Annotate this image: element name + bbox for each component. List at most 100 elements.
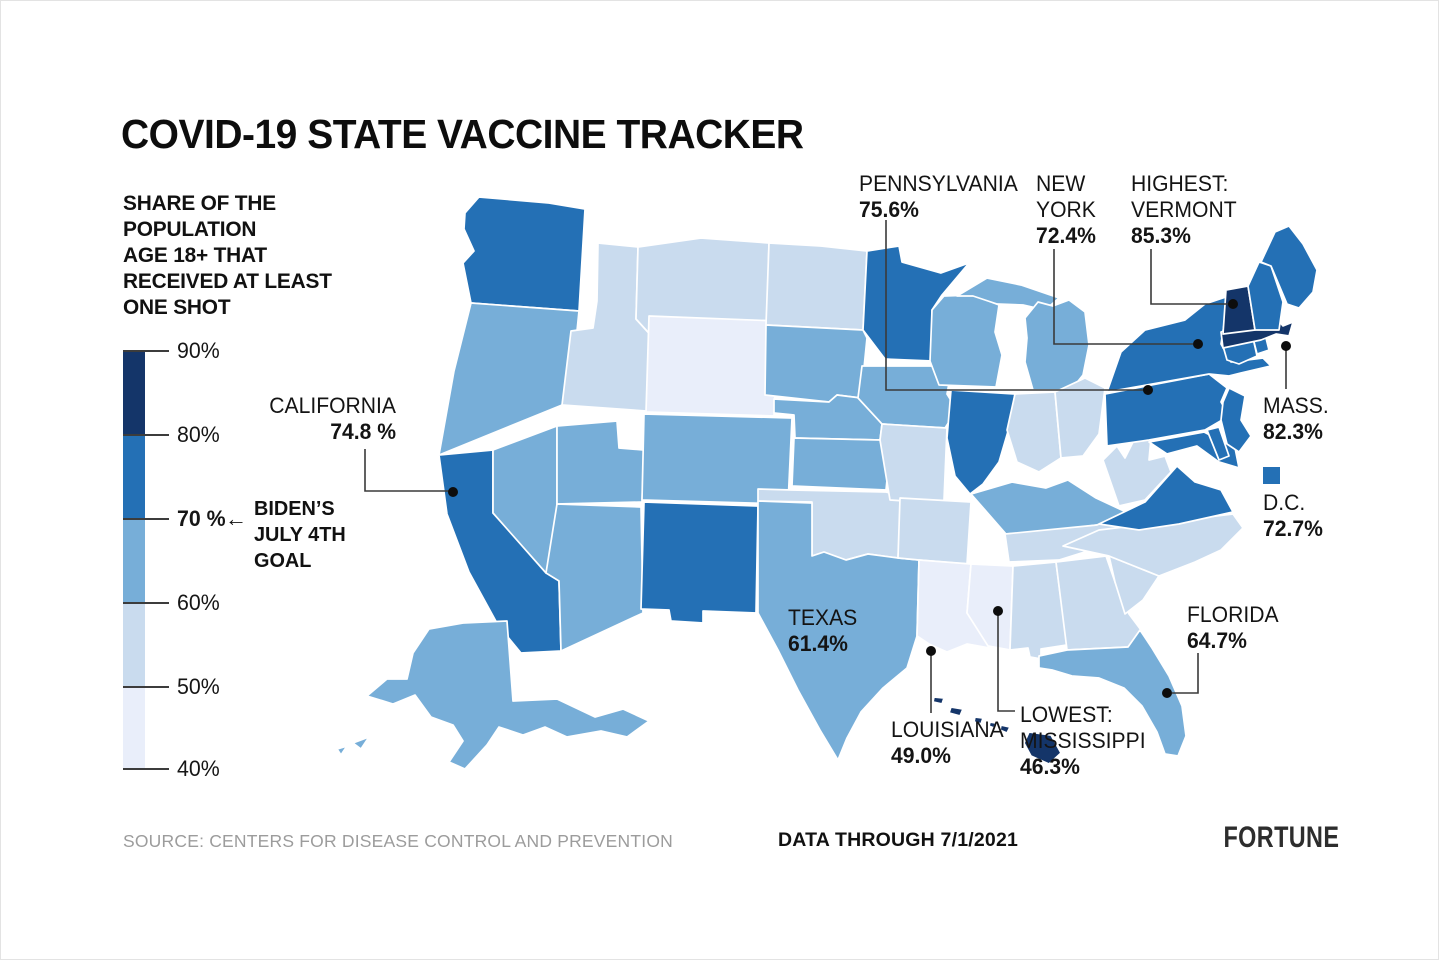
legend-seg-60-70 — [123, 519, 145, 603]
legend-tick-60 — [123, 602, 169, 604]
legend-tick-90 — [123, 350, 169, 352]
dot-california — [448, 487, 458, 497]
state-UT — [556, 420, 645, 505]
state-VA — [1098, 465, 1234, 531]
subtitle-line-3: AGE 18+ THAT — [123, 243, 267, 267]
callout-florida-name: FLORIDA — [1187, 602, 1279, 627]
state-OH — [1054, 377, 1106, 459]
callout-new-york: NEW YORK 72.4% — [1036, 171, 1098, 249]
callout-new-york-value: 72.4% — [1036, 223, 1096, 248]
callout-vermont-line2: VERMONT — [1131, 197, 1237, 222]
callout-vermont-value: 85.3% — [1131, 223, 1191, 248]
legend-seg-80-90 — [123, 351, 145, 435]
state-ME — [1260, 225, 1318, 309]
callout-vermont: HIGHEST: VERMONT 85.3% — [1131, 171, 1241, 249]
state-AK-aleutians — [336, 736, 370, 756]
callout-texas-value: 61.4% — [788, 631, 848, 656]
state-MN — [862, 245, 970, 362]
state-HI — [932, 696, 1062, 765]
callout-california-name: CALIFORNIA — [269, 393, 396, 418]
state-WI — [929, 294, 1003, 388]
state-NM — [640, 501, 759, 624]
callout-dc-name: D.C. — [1263, 490, 1306, 515]
leader-florida — [1172, 653, 1199, 694]
source-note: SOURCE: CENTERS FOR DISEASE CONTROL AND … — [123, 831, 673, 851]
page-title: COVID-19 STATE VACCINE TRACKER — [121, 111, 804, 157]
state-IN — [1006, 391, 1062, 473]
callout-new-york-line1: NEW — [1036, 171, 1086, 196]
goal-arrow-icon: ← — [225, 506, 247, 531]
callout-pennsylvania-value: 75.6% — [859, 197, 919, 222]
state-WA — [462, 196, 586, 312]
state-AR — [897, 497, 972, 565]
dot-louisiana — [926, 646, 936, 656]
callout-louisiana-name: LOUISIANA — [891, 717, 1004, 742]
legend-seg-40-50 — [123, 687, 145, 769]
legend-color-bar — [123, 351, 145, 769]
state-NJ — [1220, 387, 1252, 453]
legend-tick-40 — [123, 768, 169, 770]
callout-new-york-line2: YORK — [1036, 197, 1096, 222]
leader-vermont — [1150, 249, 1228, 305]
state-AZ — [545, 503, 644, 652]
callout-louisiana: LOUISIANA 49.0% — [891, 717, 1008, 769]
leader-new-york — [1053, 249, 1193, 345]
states-layer — [336, 196, 1318, 770]
dot-mississippi — [993, 606, 1003, 616]
state-ND — [765, 242, 868, 331]
callout-mass: MASS. 82.3% — [1263, 393, 1331, 445]
state-WV — [1102, 433, 1172, 507]
callout-vermont-line1: HIGHEST: — [1131, 171, 1229, 196]
subtitle-line-4: RECEIVED AT LEAST — [123, 269, 332, 293]
leader-california — [364, 449, 449, 492]
callout-texas: TEXAS 61.4% — [788, 605, 860, 657]
state-DE — [1206, 426, 1230, 461]
legend-label-70: 70 % — [177, 506, 226, 531]
legend-label-50: 50% — [177, 674, 220, 699]
leader-pennsylvania — [885, 220, 1143, 391]
callout-mississippi-value: 46.3% — [1020, 754, 1080, 779]
callout-mississippi: LOWEST: MISSISSIPPI 46.3% — [1020, 702, 1151, 780]
callout-california: CALIFORNIA 74.8 % — [239, 393, 396, 445]
callout-texas-name: TEXAS — [788, 605, 858, 630]
dot-new-york — [1193, 339, 1203, 349]
callout-mass-name: MASS. — [1263, 393, 1329, 418]
state-WY — [645, 315, 779, 417]
fortune-logo: FORTUNE — [1223, 821, 1340, 854]
goal-label-line-2: JULY 4TH — [254, 523, 346, 546]
callout-louisiana-value: 49.0% — [891, 743, 951, 768]
state-FL — [1038, 629, 1187, 757]
legend-seg-70-80 — [123, 435, 145, 519]
callout-florida: FLORIDA 64.7% — [1187, 602, 1282, 654]
callout-pennsylvania-name: PENNSYLVANIA — [859, 171, 1018, 196]
legend-tick-80 — [123, 434, 169, 436]
callout-mississippi-line1: LOWEST: — [1020, 702, 1113, 727]
legend-label-40: 40% — [177, 756, 220, 781]
legend-tick-50 — [123, 686, 169, 688]
state-TX — [757, 500, 920, 761]
dot-pennsylvania — [1143, 385, 1153, 395]
callout-florida-value: 64.7% — [1187, 628, 1247, 653]
callout-mass-value: 82.3% — [1263, 419, 1323, 444]
legend-tick-70 — [123, 518, 169, 520]
callout-pennsylvania: PENNSYLVANIA 75.6% — [859, 171, 1024, 223]
callout-california-value: 74.8 % — [330, 419, 396, 444]
goal-label-line-3: GOAL — [254, 549, 312, 572]
goal-label-line-1: BIDEN’S — [254, 497, 335, 520]
legend-label-80: 80% — [177, 422, 220, 447]
state-IL — [946, 389, 1016, 495]
state-MI-lower — [1024, 299, 1090, 391]
state-SD — [764, 324, 868, 403]
state-NH — [1247, 261, 1284, 331]
leader-dots — [448, 299, 1291, 698]
subtitle-line-5: ONE SHOT — [123, 295, 231, 319]
subtitle-line-2: POPULATION — [123, 217, 257, 241]
state-AK — [366, 620, 650, 770]
legend-label-60: 60% — [177, 590, 220, 615]
legend-seg-50-60 — [123, 603, 145, 687]
subtitle-line-1: SHARE OF THE — [123, 191, 276, 215]
state-KS — [791, 437, 889, 491]
dot-florida — [1162, 688, 1172, 698]
